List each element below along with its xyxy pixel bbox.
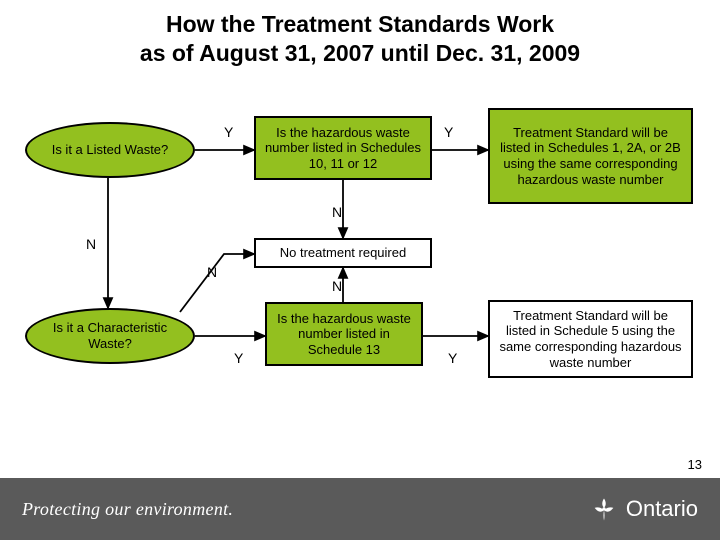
node-text: Treatment Standard will be listed in Sch… [498,308,683,370]
footer-bar: Protecting our environment. Ontario [0,478,720,540]
node-text: Is the hazardous waste number listed in … [264,125,422,172]
title-line-1: How the Treatment Standards Work [20,10,700,39]
node-no-treatment: No treatment required [254,238,432,268]
node-result-bottom: Treatment Standard will be listed in Sch… [488,300,693,378]
node-listed-waste: Is it a Listed Waste? [25,122,195,178]
edge-label: Y [224,124,233,140]
node-text: No treatment required [280,245,406,261]
edges-layer [0,0,720,540]
node-characteristic-waste: Is it a Characteristic Waste? [25,308,195,364]
node-schedule-13: Is the hazardous waste number listed in … [265,302,423,366]
node-text: Is the hazardous waste number listed in … [275,311,413,358]
edge-label: N [332,278,342,294]
footer-brand: Ontario [590,495,698,523]
page-number: 13 [688,457,702,472]
edge-label: N [86,236,96,252]
trillium-icon [590,495,618,523]
title-line-2: as of August 31, 2007 until Dec. 31, 200… [20,39,700,68]
edge-label: Y [444,124,453,140]
node-text: Treatment Standard will be listed in Sch… [498,125,683,187]
node-schedules-10-11-12: Is the hazardous waste number listed in … [254,116,432,180]
edge-label: N [332,204,342,220]
node-text: Is it a Listed Waste? [52,142,169,158]
edge-label: Y [234,350,243,366]
page-title: How the Treatment Standards Work as of A… [0,0,720,72]
edge-label: Y [448,350,457,366]
node-result-top: Treatment Standard will be listed in Sch… [488,108,693,204]
footer-slogan: Protecting our environment. [22,499,233,520]
flowchart-canvas: How the Treatment Standards Work as of A… [0,0,720,540]
brand-text: Ontario [626,496,698,522]
edge-label: N [207,264,217,280]
node-text: Is it a Characteristic Waste? [35,320,185,351]
